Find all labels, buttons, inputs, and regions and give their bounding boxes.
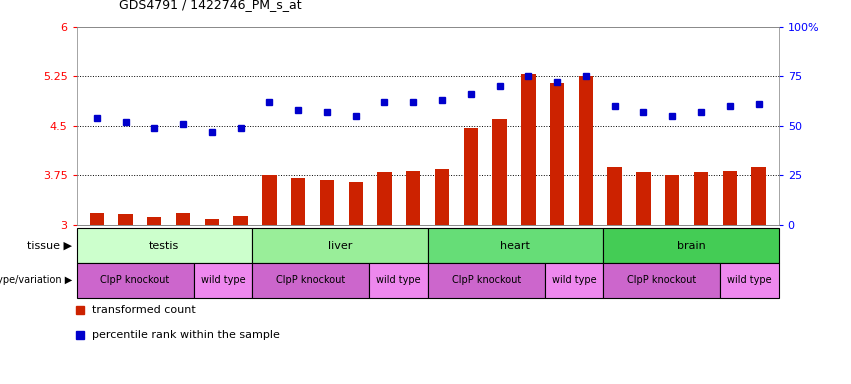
Bar — [603, 263, 720, 298]
Text: wild type: wild type — [201, 275, 245, 285]
Text: tissue ▶: tissue ▶ — [27, 241, 72, 251]
Text: liver: liver — [328, 241, 352, 251]
Bar — [603, 228, 779, 263]
Text: wild type: wild type — [727, 275, 772, 285]
Text: wild type: wild type — [551, 275, 597, 285]
Text: brain: brain — [677, 241, 705, 251]
Bar — [637, 172, 651, 225]
Bar — [428, 263, 545, 298]
Bar — [77, 263, 194, 298]
Text: ClpP knockout: ClpP knockout — [627, 275, 696, 285]
Bar — [435, 169, 449, 225]
Bar — [550, 83, 564, 225]
Bar — [204, 219, 219, 225]
Text: testis: testis — [149, 241, 180, 251]
Bar — [320, 180, 334, 225]
Bar — [349, 182, 363, 225]
Bar — [579, 76, 593, 225]
Text: GDS4791 / 1422746_PM_s_at: GDS4791 / 1422746_PM_s_at — [119, 0, 302, 12]
Bar — [428, 228, 603, 263]
Bar — [608, 167, 622, 225]
Bar — [118, 214, 133, 225]
Bar — [147, 217, 162, 225]
Bar — [252, 228, 428, 263]
Bar — [89, 213, 104, 225]
Text: wild type: wild type — [376, 275, 420, 285]
Bar — [176, 213, 191, 225]
Bar — [722, 170, 737, 225]
Bar — [233, 216, 248, 225]
Bar — [377, 172, 391, 225]
Bar — [252, 263, 369, 298]
Text: genotype/variation ▶: genotype/variation ▶ — [0, 275, 72, 285]
Bar — [665, 175, 679, 225]
Bar — [493, 119, 506, 225]
Bar — [545, 263, 603, 298]
Text: heart: heart — [500, 241, 530, 251]
Bar — [262, 175, 277, 225]
Bar — [77, 228, 252, 263]
Text: ClpP knockout: ClpP knockout — [100, 275, 169, 285]
Text: transformed count: transformed count — [93, 305, 196, 315]
Bar — [694, 172, 708, 225]
Bar — [369, 263, 428, 298]
Bar — [291, 179, 306, 225]
Text: ClpP knockout: ClpP knockout — [452, 275, 521, 285]
Bar — [751, 167, 766, 225]
Text: percentile rank within the sample: percentile rank within the sample — [93, 330, 280, 340]
Bar — [720, 263, 779, 298]
Bar — [194, 263, 252, 298]
Bar — [406, 170, 420, 225]
Bar — [464, 128, 478, 225]
Bar — [521, 74, 535, 225]
Text: ClpP knockout: ClpP knockout — [276, 275, 346, 285]
